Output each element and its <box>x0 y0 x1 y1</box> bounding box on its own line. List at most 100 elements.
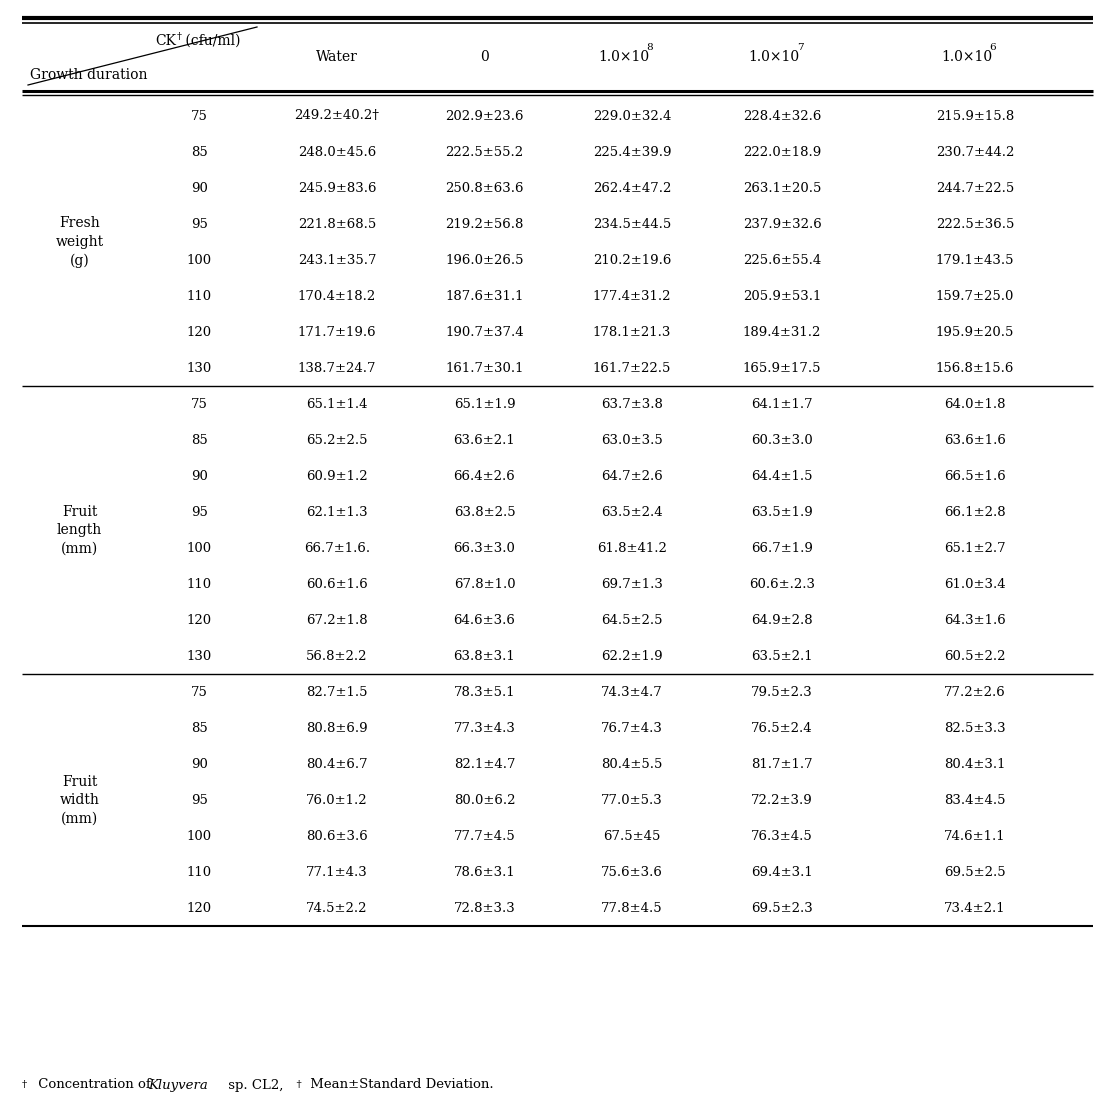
Text: CK: CK <box>155 34 176 48</box>
Text: 77.7±4.5: 77.7±4.5 <box>454 830 515 843</box>
Text: 196.0±26.5: 196.0±26.5 <box>445 254 524 267</box>
Text: 74.5±2.2: 74.5±2.2 <box>306 902 367 914</box>
Text: Water: Water <box>316 50 358 64</box>
Text: 66.3±3.0: 66.3±3.0 <box>454 542 515 555</box>
Text: 82.7±1.5: 82.7±1.5 <box>306 685 367 698</box>
Text: 66.1±2.8: 66.1±2.8 <box>944 506 1006 518</box>
Text: 80.4±6.7: 80.4±6.7 <box>306 757 367 771</box>
Text: 69.5±2.3: 69.5±2.3 <box>751 902 812 914</box>
Text: 95: 95 <box>191 506 208 518</box>
Text: 69.5±2.5: 69.5±2.5 <box>944 865 1006 878</box>
Text: 73.4±2.1: 73.4±2.1 <box>944 902 1006 914</box>
Text: 64.7±2.6: 64.7±2.6 <box>601 469 663 483</box>
Text: 78.3±5.1: 78.3±5.1 <box>454 685 515 698</box>
Text: 170.4±18.2: 170.4±18.2 <box>298 289 376 302</box>
Text: 0: 0 <box>480 50 489 64</box>
Text: 74.3±4.7: 74.3±4.7 <box>601 685 663 698</box>
Text: †: † <box>22 1081 27 1090</box>
Text: 221.8±68.5: 221.8±68.5 <box>298 218 376 230</box>
Text: 65.2±2.5: 65.2±2.5 <box>306 434 367 447</box>
Text: 76.5±2.4: 76.5±2.4 <box>751 722 812 735</box>
Text: 161.7±22.5: 161.7±22.5 <box>593 361 671 375</box>
Text: 64.3±1.6: 64.3±1.6 <box>944 614 1006 626</box>
Text: 120: 120 <box>187 902 213 914</box>
Text: 80.4±5.5: 80.4±5.5 <box>601 757 662 771</box>
Text: 190.7±37.4: 190.7±37.4 <box>445 326 524 338</box>
Text: 156.8±15.6: 156.8±15.6 <box>936 361 1014 375</box>
Text: 77.1±4.3: 77.1±4.3 <box>306 865 368 878</box>
Text: 76.3±4.5: 76.3±4.5 <box>751 830 812 843</box>
Text: 159.7±25.0: 159.7±25.0 <box>936 289 1014 302</box>
Text: †: † <box>177 31 183 40</box>
Text: 81.7±1.7: 81.7±1.7 <box>751 757 812 771</box>
Text: 77.3±4.3: 77.3±4.3 <box>454 722 515 735</box>
Text: 179.1±43.5: 179.1±43.5 <box>936 254 1014 267</box>
Text: 66.7±1.9: 66.7±1.9 <box>751 542 812 555</box>
Text: 66.4±2.6: 66.4±2.6 <box>454 469 515 483</box>
Text: 100: 100 <box>187 830 213 843</box>
Text: 165.9±17.5: 165.9±17.5 <box>742 361 821 375</box>
Text: 63.5±2.1: 63.5±2.1 <box>751 649 812 663</box>
Text: 244.7±22.5: 244.7±22.5 <box>936 181 1014 195</box>
Text: 8: 8 <box>647 43 653 52</box>
Text: Kluyvera: Kluyvera <box>148 1079 208 1092</box>
Text: 75: 75 <box>191 397 208 410</box>
Text: 76.0±1.2: 76.0±1.2 <box>306 794 367 806</box>
Text: 1.0×10: 1.0×10 <box>748 50 799 64</box>
Text: 178.1±21.3: 178.1±21.3 <box>593 326 671 338</box>
Text: Concentration of: Concentration of <box>35 1079 155 1092</box>
Text: 60.6±1.6: 60.6±1.6 <box>306 577 368 590</box>
Text: 72.8±3.3: 72.8±3.3 <box>454 902 515 914</box>
Text: 90: 90 <box>191 469 208 483</box>
Text: 120: 120 <box>187 614 213 626</box>
Text: 85: 85 <box>191 722 208 735</box>
Text: 80.8±6.9: 80.8±6.9 <box>306 722 367 735</box>
Text: 1.0×10: 1.0×10 <box>599 50 650 64</box>
Text: 130: 130 <box>187 649 213 663</box>
Text: 69.4±3.1: 69.4±3.1 <box>751 865 812 878</box>
Text: Fruit
length
(mm): Fruit length (mm) <box>57 505 102 555</box>
Text: 67.5±45: 67.5±45 <box>603 830 661 843</box>
Text: 63.6±2.1: 63.6±2.1 <box>454 434 515 447</box>
Text: 65.1±1.9: 65.1±1.9 <box>454 397 515 410</box>
Text: 205.9±53.1: 205.9±53.1 <box>742 289 821 302</box>
Text: 230.7±44.2: 230.7±44.2 <box>936 146 1014 159</box>
Text: 195.9±20.5: 195.9±20.5 <box>936 326 1014 338</box>
Text: 95: 95 <box>191 218 208 230</box>
Text: 65.1±2.7: 65.1±2.7 <box>944 542 1006 555</box>
Text: 243.1±35.7: 243.1±35.7 <box>298 254 376 267</box>
Text: 72.2±3.9: 72.2±3.9 <box>751 794 812 806</box>
Text: 61.0±3.4: 61.0±3.4 <box>944 577 1006 590</box>
Text: Fresh
weight
(g): Fresh weight (g) <box>56 217 104 268</box>
Text: 77.2±2.6: 77.2±2.6 <box>944 685 1006 698</box>
Text: 83.4±4.5: 83.4±4.5 <box>944 794 1006 806</box>
Text: 263.1±20.5: 263.1±20.5 <box>742 181 821 195</box>
Text: 66.5±1.6: 66.5±1.6 <box>944 469 1006 483</box>
Text: 62.2±1.9: 62.2±1.9 <box>601 649 663 663</box>
Text: (cfu/ml): (cfu/ml) <box>181 34 240 48</box>
Text: 262.4±47.2: 262.4±47.2 <box>593 181 671 195</box>
Text: 249.2±40.2†: 249.2±40.2† <box>295 109 380 122</box>
Text: 110: 110 <box>187 289 213 302</box>
Text: 222.0±18.9: 222.0±18.9 <box>742 146 821 159</box>
Text: 138.7±24.7: 138.7±24.7 <box>298 361 376 375</box>
Text: 222.5±36.5: 222.5±36.5 <box>936 218 1014 230</box>
Text: 229.0±32.4: 229.0±32.4 <box>593 109 671 122</box>
Text: 75: 75 <box>191 109 208 122</box>
Text: 63.0±3.5: 63.0±3.5 <box>601 434 663 447</box>
Text: 64.4±1.5: 64.4±1.5 <box>751 469 812 483</box>
Text: 64.9±2.8: 64.9±2.8 <box>751 614 812 626</box>
Text: 225.6±55.4: 225.6±55.4 <box>742 254 821 267</box>
Text: Fruit
width
(mm): Fruit width (mm) <box>60 775 99 825</box>
Text: 66.7±1.6.: 66.7±1.6. <box>304 542 370 555</box>
Text: 60.6±.2.3: 60.6±.2.3 <box>749 577 815 590</box>
Text: 63.7±3.8: 63.7±3.8 <box>601 397 663 410</box>
Text: 77.0±5.3: 77.0±5.3 <box>601 794 663 806</box>
Text: 63.5±2.4: 63.5±2.4 <box>601 506 663 518</box>
Text: 75: 75 <box>191 685 208 698</box>
Text: 61.8±41.2: 61.8±41.2 <box>597 542 667 555</box>
Text: 234.5±44.5: 234.5±44.5 <box>593 218 671 230</box>
Text: 250.8±63.6: 250.8±63.6 <box>445 181 524 195</box>
Text: 63.5±1.9: 63.5±1.9 <box>751 506 812 518</box>
Text: 95: 95 <box>191 794 208 806</box>
